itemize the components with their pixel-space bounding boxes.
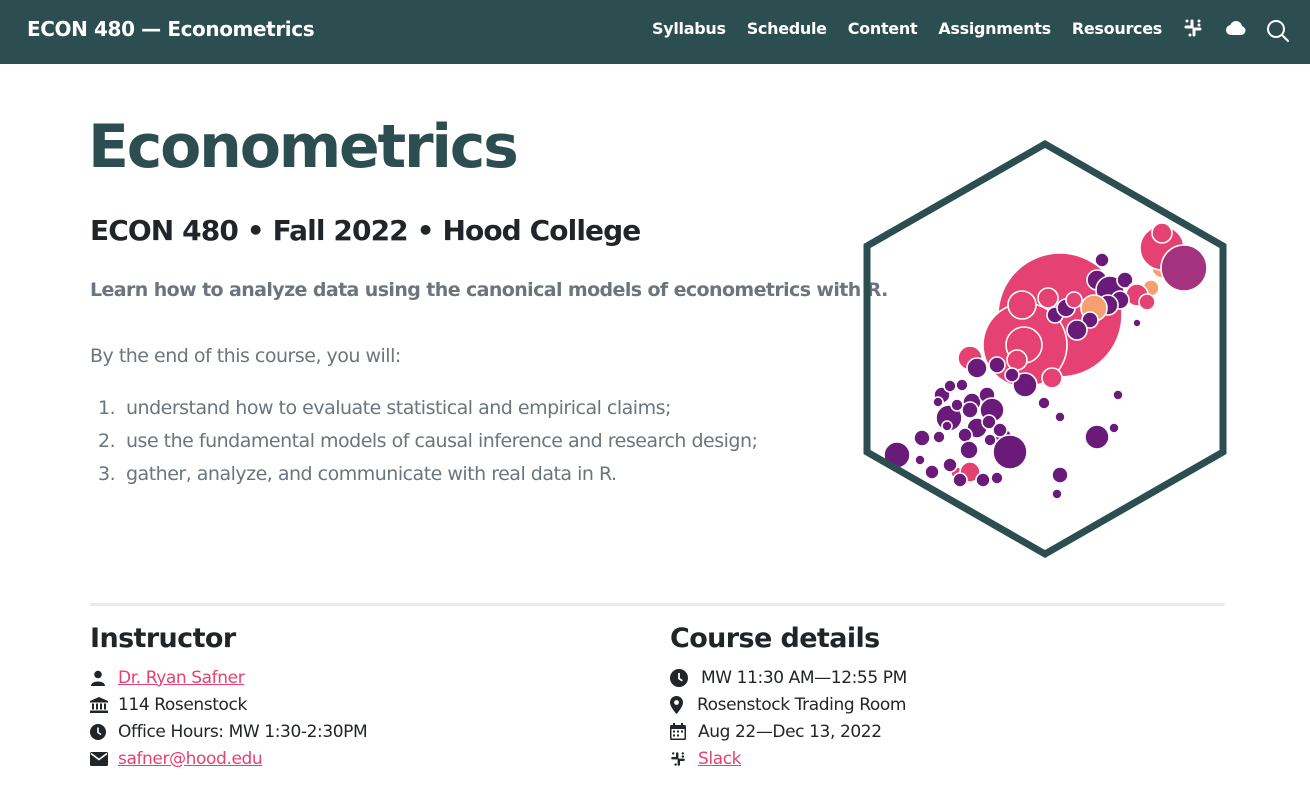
instructor-heading: Instructor — [90, 623, 236, 654]
bubble — [966, 357, 988, 379]
bubble — [924, 464, 940, 480]
instructor-office: 114 Rosenstock — [118, 694, 247, 715]
bubble — [975, 472, 991, 488]
bubble — [990, 471, 1004, 485]
bubble-chart-graphic — [883, 222, 1208, 500]
bubble — [1160, 244, 1208, 292]
list-item: 2. use the fundamental models of causal i… — [98, 430, 758, 452]
bubble — [983, 433, 997, 447]
bubble — [1084, 424, 1110, 450]
bubble — [914, 454, 926, 466]
user-icon — [90, 670, 118, 686]
instructor-name-link[interactable]: Dr. Ryan Safner — [118, 667, 245, 688]
instructor-name-row: Dr. Ryan Safner — [90, 664, 367, 691]
map-marker-icon — [670, 695, 697, 714]
search-icon[interactable] — [1266, 19, 1290, 47]
bubble — [1007, 290, 1037, 320]
clock-icon — [90, 723, 118, 740]
slack-link[interactable]: Slack — [698, 748, 742, 769]
bubble — [1004, 367, 1020, 383]
bubble — [1066, 319, 1088, 341]
slack-icon[interactable] — [1183, 18, 1203, 38]
goals-list: 1. understand how to evaluate statistical… — [90, 396, 758, 495]
course-location: Rosenstock Trading Room — [697, 694, 907, 715]
bubble — [1037, 396, 1051, 410]
instructor-info: Dr. Ryan Safner 114 Rosenstock Office Ho… — [90, 664, 368, 772]
instructor-office-row: 114 Rosenstock — [90, 691, 367, 718]
bubble — [1094, 252, 1110, 268]
bubble — [950, 398, 964, 412]
bubble — [959, 440, 979, 460]
course-info: MW 11:30 AM—12:55 PM Rosenstock Trading … — [670, 664, 907, 772]
course-dates: Aug 22—Dec 13, 2022 — [698, 721, 882, 742]
goals-intro: By the end of this course, you will: — [90, 345, 401, 367]
bubble — [1132, 318, 1142, 328]
calendar-icon — [670, 723, 698, 740]
list-item: 1. understand how to evaluate statistical… — [98, 397, 671, 419]
course-time: MW 11:30 AM—12:55 PM — [701, 667, 907, 688]
bubble — [1138, 293, 1156, 311]
nav-resources[interactable]: Resources — [1071, 18, 1162, 38]
bubble — [943, 379, 957, 393]
bubble — [1012, 372, 1038, 398]
bubble — [941, 420, 953, 432]
bubble — [952, 472, 968, 488]
bubble — [957, 427, 973, 443]
course-details-heading: Course details — [670, 623, 880, 654]
clock-icon — [670, 668, 701, 687]
office-hours: Office Hours: MW 1:30-2:30PM — [118, 721, 368, 742]
instructor-email-link[interactable]: safner@hood.edu — [118, 748, 263, 769]
bubble — [1006, 349, 1028, 371]
nav-syllabus[interactable]: Syllabus — [652, 18, 726, 38]
bubble — [1108, 422, 1120, 434]
bubble — [981, 414, 997, 430]
course-description: Learn how to analyze data using the cano… — [90, 279, 888, 301]
cloud-icon[interactable] — [1224, 20, 1246, 36]
bubble — [932, 430, 946, 444]
course-subtitle: ECON 480 • Fall 2022 • Hood College — [90, 214, 641, 247]
bubble — [932, 396, 944, 408]
nav-assignments[interactable]: Assignments — [938, 18, 1051, 38]
bubble — [992, 434, 1028, 470]
course-dates-row: Aug 22—Dec 13, 2022 — [670, 718, 907, 745]
envelope-icon — [90, 751, 118, 766]
bubble — [992, 422, 1008, 438]
nav-schedule[interactable]: Schedule — [746, 18, 827, 38]
bubble — [1054, 411, 1066, 423]
site-brand[interactable]: ECON 480 — Econometrics — [27, 17, 315, 41]
list-item: 3. gather, analyze, and communicate with … — [98, 463, 617, 485]
bubble — [1151, 222, 1173, 244]
bubble — [1081, 311, 1099, 329]
bubble — [961, 401, 979, 419]
bubble — [1112, 389, 1124, 401]
bubble — [1116, 271, 1134, 289]
bubble — [1037, 287, 1059, 309]
nav-links: Syllabus Schedule Content Assignments Re… — [631, 18, 1246, 38]
course-slack-row: Slack — [670, 745, 907, 772]
course-hex-logo — [863, 140, 1227, 559]
bubble — [1065, 291, 1083, 309]
nav-content[interactable]: Content — [847, 18, 918, 38]
course-location-row: Rosenstock Trading Room — [670, 691, 907, 718]
slack-icon — [670, 751, 698, 767]
bubble — [1051, 466, 1069, 484]
instructor-email-row: safner@hood.edu — [90, 745, 367, 772]
bubble — [942, 457, 958, 473]
page-title: Econometrics — [88, 112, 519, 182]
instructor-hours-row: Office Hours: MW 1:30-2:30PM — [90, 718, 368, 745]
bubble — [988, 356, 1006, 374]
course-time-row: MW 11:30 AM—12:55 PM — [670, 664, 907, 691]
university-icon — [90, 696, 118, 713]
bubble — [955, 378, 969, 392]
bubble — [1051, 488, 1063, 500]
bubble — [913, 429, 931, 447]
bubble — [1041, 367, 1063, 389]
section-divider — [90, 603, 1225, 606]
navbar: ECON 480 — Econometrics Syllabus Schedul… — [0, 0, 1310, 64]
